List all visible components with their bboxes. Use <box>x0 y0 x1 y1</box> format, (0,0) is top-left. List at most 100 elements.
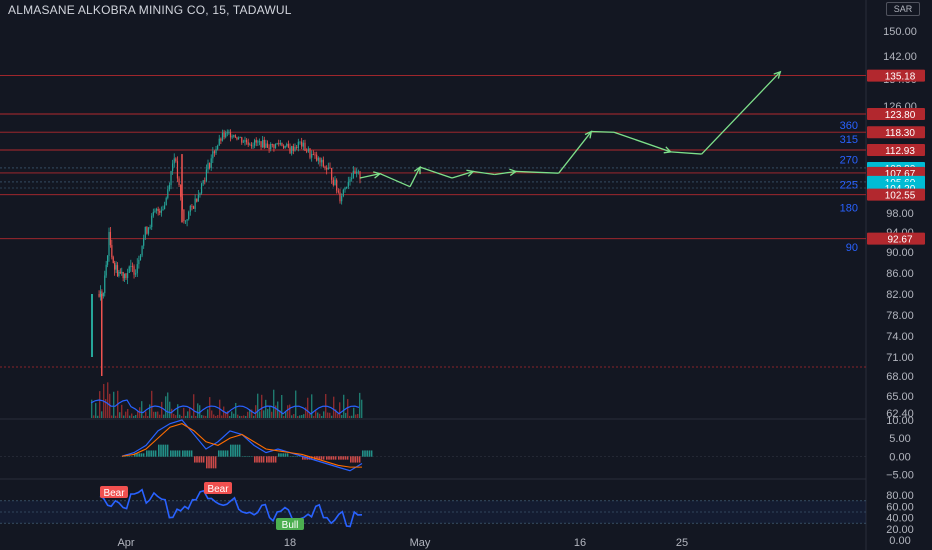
candle-body <box>319 157 321 163</box>
volume-bar <box>127 409 129 418</box>
macd-histogram-bar <box>222 450 224 457</box>
candle-body <box>257 141 259 143</box>
bull-signal-badge <box>276 518 304 530</box>
volume-bar <box>281 394 283 418</box>
candle-body <box>327 167 329 170</box>
candle-body <box>159 210 161 213</box>
candle-body <box>245 140 248 143</box>
candle-body <box>175 158 177 162</box>
gann-level-label: 90 <box>846 242 858 254</box>
macd-histogram-bar <box>238 444 241 457</box>
candle-body <box>252 145 254 147</box>
candle-body <box>122 271 124 279</box>
candle-body <box>202 180 204 184</box>
candle-body <box>119 271 121 273</box>
volume-bar <box>267 409 269 418</box>
macd-histogram-bar <box>126 456 128 457</box>
volume-bar <box>259 411 261 418</box>
candle-body <box>244 140 246 142</box>
macd-histogram-bar <box>172 450 174 457</box>
candle-body <box>324 166 326 168</box>
candle-body <box>108 231 110 256</box>
candle-body <box>109 231 112 246</box>
candle-body <box>196 198 198 202</box>
candle-body <box>278 143 280 145</box>
macd-histogram-bar <box>254 456 256 463</box>
candle-body <box>116 265 119 277</box>
macd-tick-label: 5.00 <box>889 433 910 445</box>
y-tick-label: 150.00 <box>883 26 917 38</box>
rsi-line <box>99 488 363 528</box>
macd-histogram-bar <box>212 456 215 469</box>
volume-bar <box>99 391 101 418</box>
x-tick-label: Apr <box>117 537 134 549</box>
projection-segment <box>409 166 421 187</box>
macd-histogram-bar <box>200 456 203 463</box>
macd-histogram-bar <box>224 450 227 457</box>
gann-level-label: 315 <box>840 134 858 146</box>
volume-bar <box>297 415 299 418</box>
volume-bar <box>177 404 179 418</box>
candle-body <box>266 143 269 148</box>
candle-body <box>299 141 301 143</box>
macd-histogram-bar <box>246 456 248 457</box>
macd-histogram-bar <box>350 456 352 463</box>
macd-histogram-bar <box>248 456 251 457</box>
volume-bar <box>333 396 335 418</box>
candle-body <box>292 146 294 151</box>
y-tick-label: 62.40 <box>886 408 914 420</box>
candle-body <box>317 157 319 161</box>
candle-body <box>357 171 359 173</box>
macd-histogram-bar <box>218 450 220 457</box>
candle-body <box>186 219 188 221</box>
candle-body <box>346 186 348 189</box>
volume-bar <box>337 413 339 418</box>
currency-selector[interactable]: SAR <box>886 2 920 16</box>
candle-body <box>101 291 103 297</box>
macd-histogram-bar <box>270 456 272 463</box>
macd-histogram-bar <box>184 450 186 457</box>
macd-histogram-bar <box>160 444 162 457</box>
candle-body <box>155 208 158 211</box>
candle-body <box>307 148 309 152</box>
price-level-badge <box>867 166 925 179</box>
candle-body <box>121 271 123 273</box>
macd-histogram-bar <box>358 456 361 463</box>
candle-body <box>215 149 217 154</box>
candle-body <box>162 209 164 211</box>
gann-level-label: 360 <box>840 120 858 132</box>
gann-level-label: 270 <box>840 154 858 166</box>
candle-body <box>141 245 143 256</box>
candle-body <box>284 145 286 148</box>
candle-body <box>152 211 154 216</box>
candle-body <box>105 264 107 276</box>
volume-bar <box>285 411 287 418</box>
macd-histogram-bar <box>258 456 260 463</box>
volume-bar <box>223 406 225 418</box>
candle-body <box>341 196 343 202</box>
candle-body <box>138 259 140 265</box>
candle-body <box>221 132 224 141</box>
volume-bar <box>185 415 187 418</box>
candle-body <box>282 145 285 148</box>
volume-bar <box>261 394 263 418</box>
candle-body <box>111 245 113 258</box>
volume-bar <box>193 394 195 418</box>
macd-histogram-bar <box>296 456 299 457</box>
candle-body <box>359 171 361 179</box>
macd-histogram-bar <box>182 450 184 457</box>
projection-segment <box>359 173 381 179</box>
volume-bar <box>343 394 345 418</box>
candle-body <box>189 205 191 212</box>
volume-bar <box>361 399 363 418</box>
volume-bar <box>307 397 309 418</box>
y-tick-label: 78.00 <box>886 310 914 322</box>
volume-bar <box>257 393 259 418</box>
volume-bar <box>229 415 231 418</box>
candle-body <box>254 140 256 146</box>
price-level-badge <box>867 108 925 120</box>
volume-bar <box>215 415 217 418</box>
rsi-tick-label: 60.00 <box>886 501 914 513</box>
projection-segment <box>613 131 671 153</box>
